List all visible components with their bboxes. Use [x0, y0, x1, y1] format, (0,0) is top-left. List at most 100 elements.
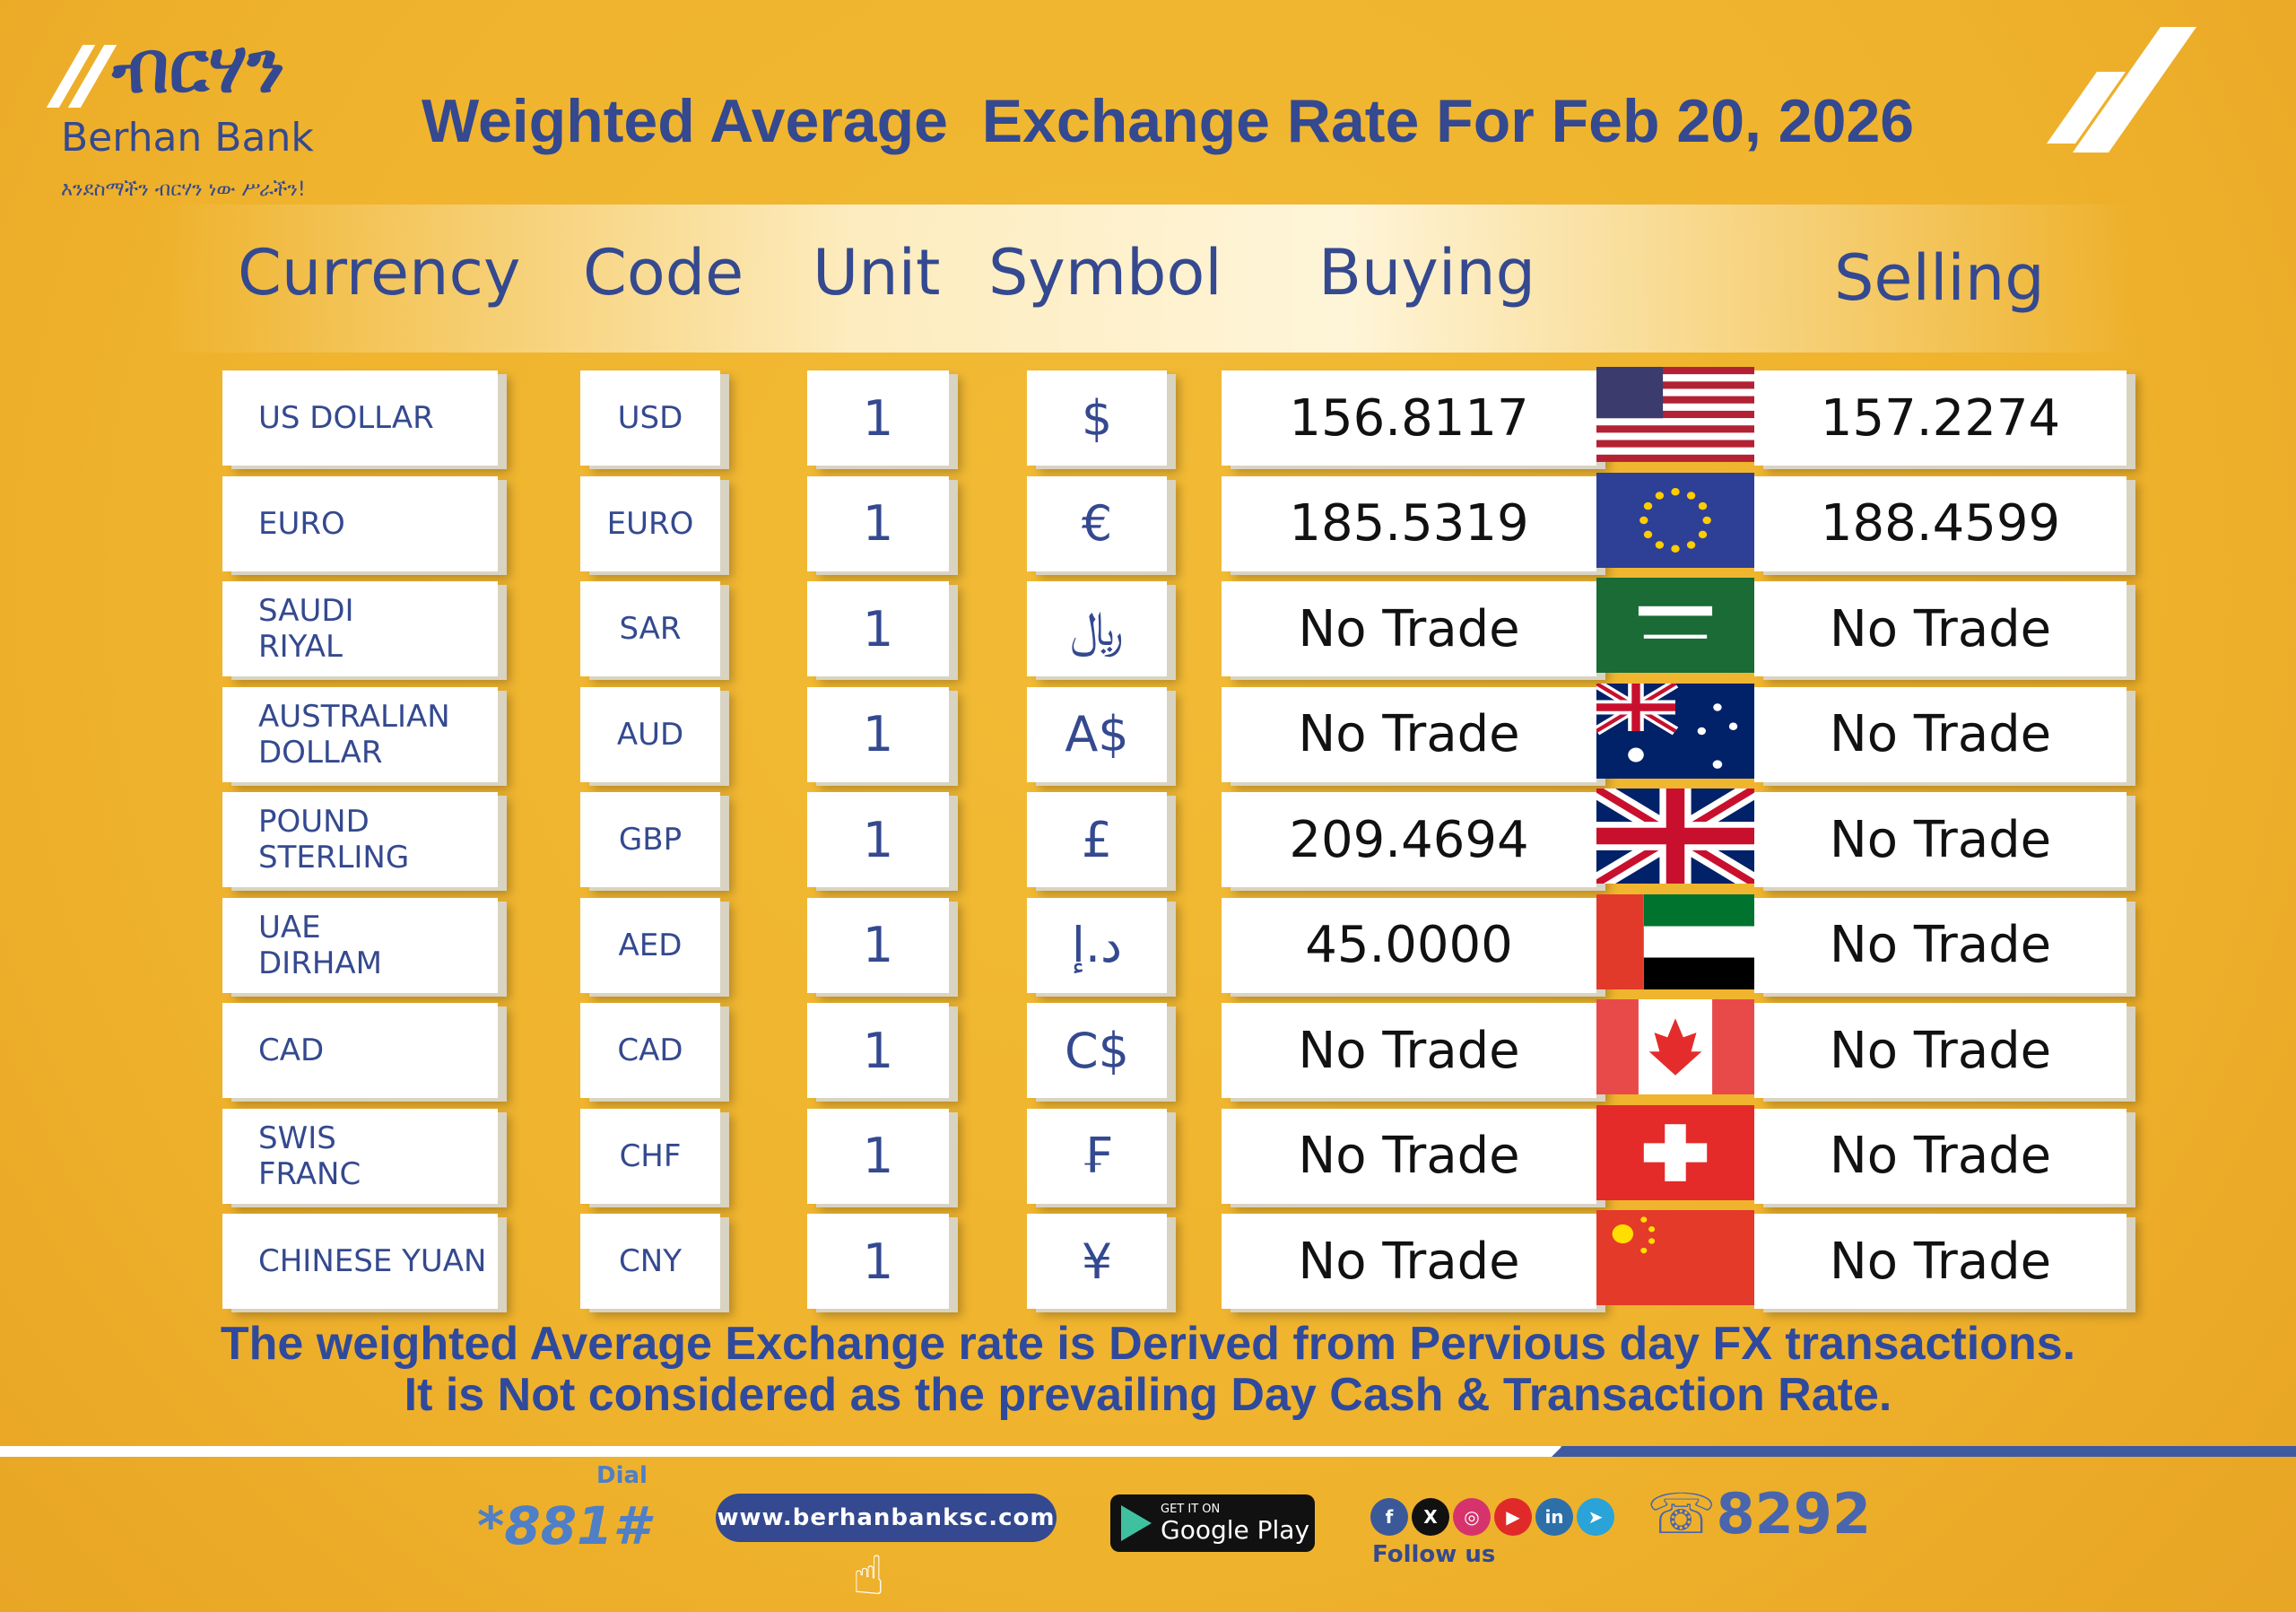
buying-cell-text: 209.4694: [1289, 810, 1529, 869]
disclaimer-line-2: It is Not considered as the prevailing D…: [404, 1369, 1892, 1421]
unit-cell-text: 1: [862, 1128, 894, 1184]
currency-cell-text: UAE DIRHAM: [258, 909, 382, 981]
currency-cell: CAD: [222, 1003, 498, 1098]
unit-cell-text: 1: [862, 600, 894, 658]
symbol-cell: ¥: [1027, 1214, 1167, 1309]
selling-cell: No Trade: [1754, 897, 2126, 993]
code-cell-text: AUD: [616, 716, 684, 753]
buying-cell: No Trade: [1222, 686, 1596, 782]
code-cell-text: CAD: [617, 1033, 683, 1068]
website-button[interactable]: www.berhanbanksc.com: [716, 1494, 1057, 1542]
symbol-cell-text: £: [1081, 811, 1113, 868]
selling-cell-text: No Trade: [1829, 916, 2052, 974]
unit-cell: 1: [807, 1003, 949, 1098]
store-small-label: GET IT ON: [1161, 1502, 1221, 1516]
currency-cell-text: POUND STERLING: [258, 804, 410, 876]
buying-cell-text: 156.8117: [1289, 388, 1529, 448]
code-cell-text: CNY: [619, 1243, 682, 1279]
unit-cell: 1: [807, 475, 949, 571]
buying-cell-text: 45.0000: [1305, 916, 1513, 974]
currency-cell: US DOLLAR: [222, 370, 498, 466]
code-cell: CHF: [580, 1108, 720, 1204]
code-cell: GBP: [580, 792, 720, 887]
phone-icon: ☏: [1647, 1481, 1717, 1547]
code-cell: USD: [580, 370, 720, 466]
symbol-cell: $: [1027, 370, 1167, 466]
buying-cell: 156.8117: [1222, 370, 1596, 466]
selling-cell-text: 157.2274: [1820, 388, 2061, 448]
ussd-code: *881#: [477, 1495, 649, 1556]
follow-us-label: Follow us: [1372, 1541, 1496, 1568]
symbol-cell: د.إ: [1027, 897, 1167, 993]
code-cell: AED: [580, 897, 720, 993]
code-cell: CNY: [580, 1214, 720, 1309]
divider-accent: [1552, 1446, 2296, 1457]
unit-cell-text: 1: [862, 389, 894, 447]
australia-flag-icon: [1596, 683, 1754, 779]
unit-cell: 1: [807, 1214, 949, 1309]
logo-amharic: ብርሃን: [112, 25, 285, 109]
symbol-cell: C$: [1027, 1003, 1167, 1098]
unit-cell: 1: [807, 897, 949, 993]
selling-cell: 157.2274: [1754, 370, 2126, 466]
buying-cell-text: No Trade: [1298, 705, 1520, 763]
phone-number-text: 8292: [1716, 1481, 1872, 1547]
facebook-icon[interactable]: f: [1370, 1498, 1408, 1536]
telegram-icon[interactable]: ➤: [1577, 1498, 1614, 1536]
phone-number: ☏8292: [1647, 1482, 1871, 1547]
currency-cell-text: CAD: [258, 1033, 325, 1068]
code-cell-text: CHF: [619, 1137, 682, 1174]
code-cell-text: USD: [617, 400, 683, 436]
youtube-icon[interactable]: ▶: [1494, 1498, 1532, 1536]
symbol-cell-text: C$: [1064, 1022, 1130, 1079]
code-cell-text: GBP: [618, 822, 683, 858]
buying-cell: 45.0000: [1222, 897, 1596, 993]
buying-cell: 185.5319: [1222, 475, 1596, 571]
buying-cell-text: 185.5319: [1289, 494, 1529, 553]
code-cell: SAR: [580, 581, 720, 676]
currency-cell-text: AUSTRALIAN DOLLAR: [258, 698, 450, 771]
selling-cell-text: 188.4599: [1820, 494, 2061, 553]
selling-cell-text: No Trade: [1829, 599, 2052, 658]
disclaimer-line-1: The weighted Average Exchange rate is De…: [220, 1318, 2076, 1370]
pointer-hand-icon: ☝: [852, 1545, 885, 1608]
symbol-cell: ₣: [1027, 1108, 1167, 1204]
symbol-cell-text: ¥: [1081, 1233, 1113, 1290]
code-cell: CAD: [580, 1003, 720, 1098]
linkedin-icon[interactable]: in: [1535, 1498, 1573, 1536]
currency-cell-text: SAUDI RIYAL: [258, 593, 354, 665]
symbol-cell-text: €: [1081, 495, 1113, 552]
unit-cell: 1: [807, 792, 949, 887]
buying-cell: No Trade: [1222, 1214, 1596, 1309]
swiss-flag-icon: [1596, 1104, 1754, 1200]
google-play-button[interactable]: GET IT ON Google Play: [1110, 1494, 1315, 1552]
symbol-cell-text: $: [1081, 389, 1113, 447]
selling-cell: No Trade: [1754, 581, 2126, 676]
header-buying: Buying: [1318, 236, 1536, 309]
selling-cell: No Trade: [1754, 686, 2126, 782]
buying-cell-text: No Trade: [1298, 1021, 1520, 1080]
store-label: Google Play: [1161, 1514, 1310, 1545]
header-currency: Currency: [238, 236, 521, 309]
header-band: [161, 205, 2135, 353]
tagline: እንደስማችን ብርሃን ነው ሥራችን!: [61, 179, 306, 201]
currency-cell: POUND STERLING: [222, 792, 498, 887]
uae-flag-icon: [1596, 893, 1754, 989]
play-store-icon: [1121, 1505, 1152, 1541]
selling-cell: No Trade: [1754, 1214, 2126, 1309]
canada-flag-icon: [1596, 999, 1754, 1094]
selling-cell-text: No Trade: [1829, 810, 2052, 869]
x-icon[interactable]: X: [1412, 1498, 1449, 1536]
dial-label: Dial: [596, 1462, 648, 1489]
code-cell: AUD: [580, 686, 720, 782]
disclaimer: The weighted Average Exchange rate is De…: [0, 1319, 2296, 1421]
instagram-icon[interactable]: ◎: [1453, 1498, 1491, 1536]
buying-cell: No Trade: [1222, 1003, 1596, 1098]
selling-cell-text: No Trade: [1829, 1127, 2052, 1185]
symbol-cell-text: A$: [1065, 706, 1129, 762]
buying-cell: 209.4694: [1222, 792, 1596, 887]
header-symbol: Symbol: [988, 236, 1222, 309]
buying-cell-text: No Trade: [1298, 1232, 1520, 1291]
selling-cell: No Trade: [1754, 792, 2126, 887]
selling-cell-text: No Trade: [1829, 1232, 2052, 1291]
